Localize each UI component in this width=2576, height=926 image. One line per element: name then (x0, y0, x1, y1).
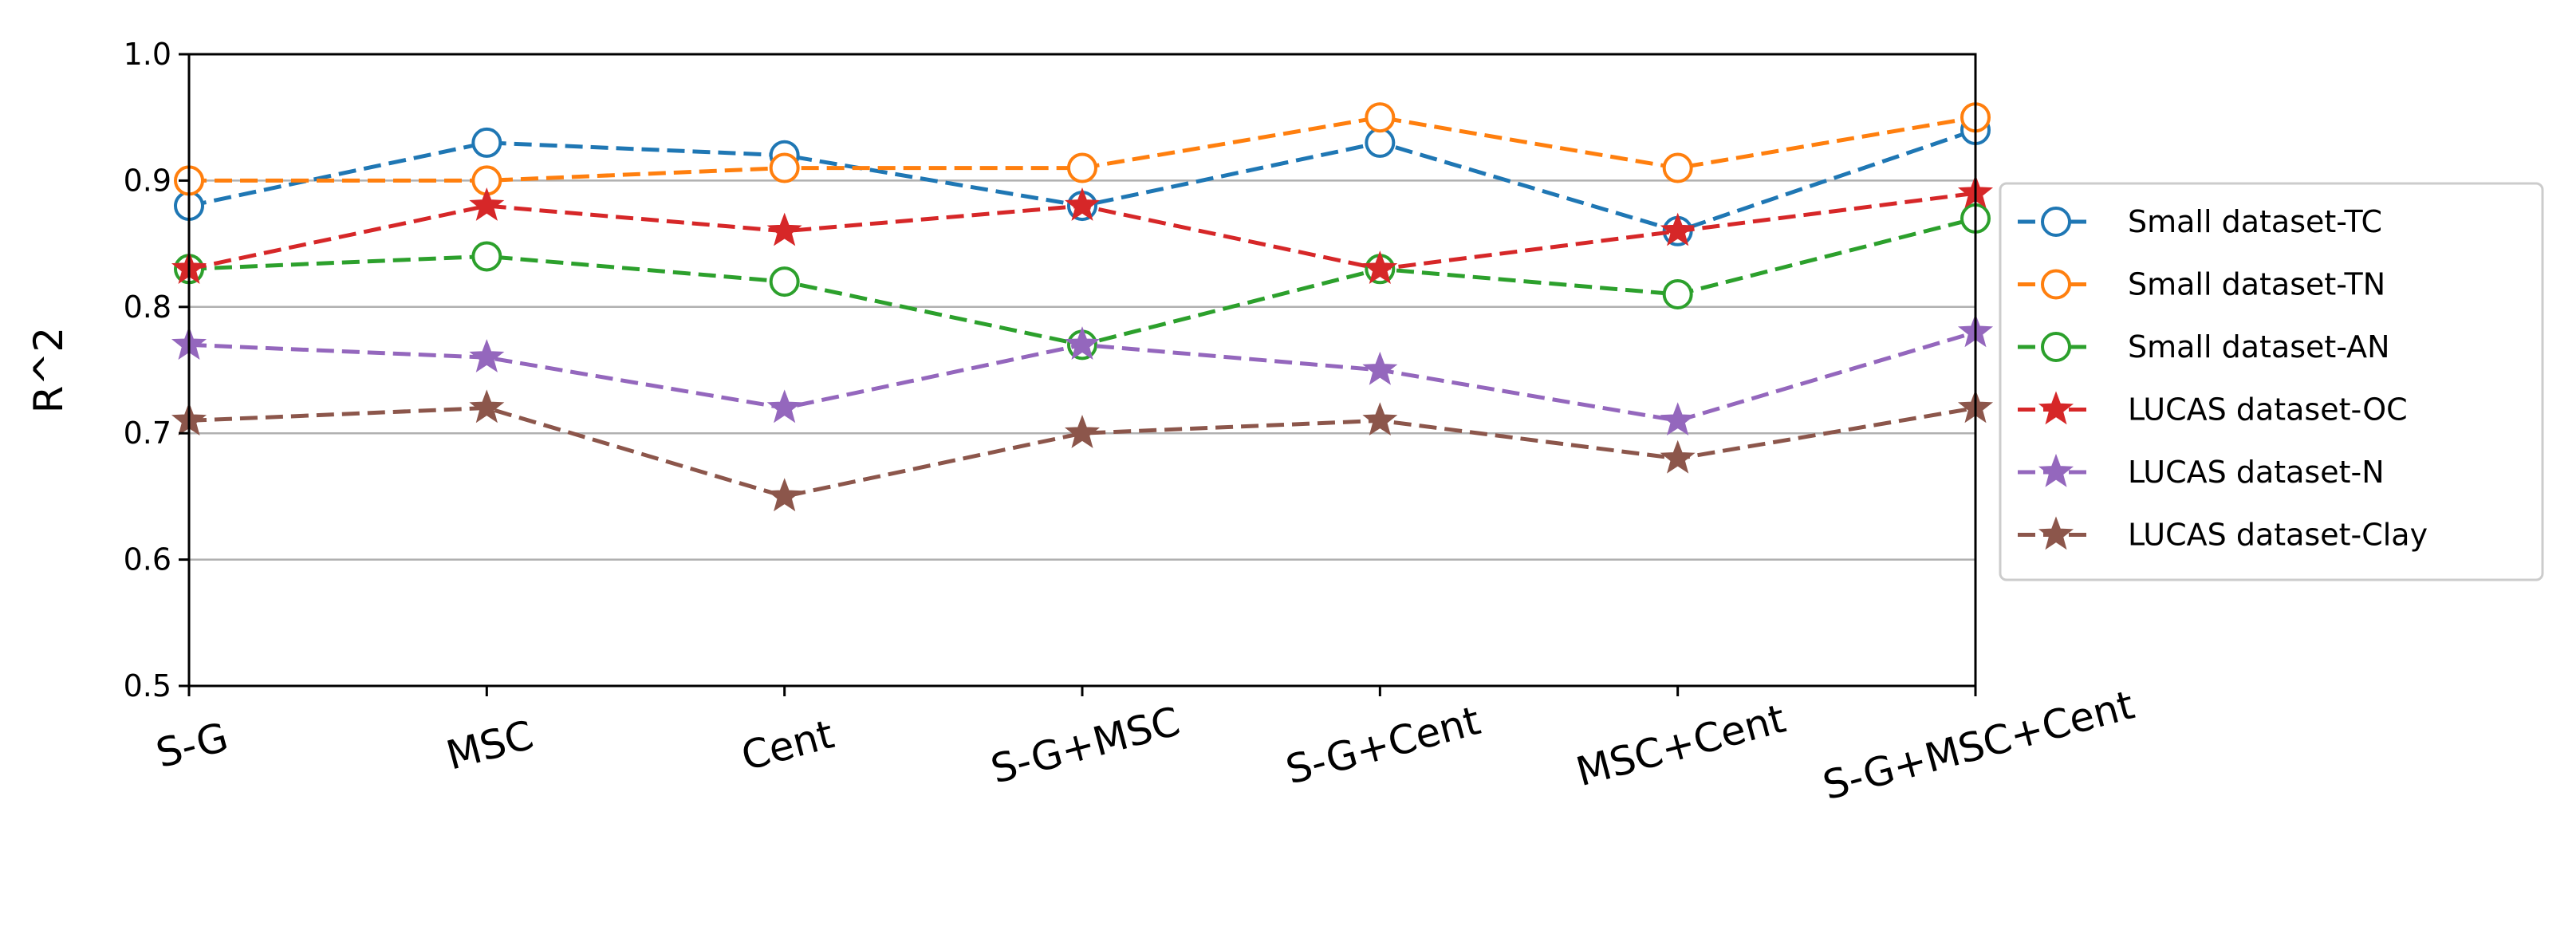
x-tick-label: S-G+MSC+Cent (1818, 682, 2139, 810)
legend-marker (2041, 269, 2071, 300)
y-tick-label: 0.5 (124, 668, 171, 703)
y-tick-label: 0.7 (124, 416, 171, 451)
y-axis: 0.5 0.6 0.7 0.8 0.9 1.0 (124, 37, 189, 703)
legend-entry: LUCAS dataset-N (2018, 453, 2385, 490)
series-line (188, 216, 1976, 347)
y-tick-label: 0.8 (124, 290, 171, 325)
data-point (1365, 102, 1396, 133)
data-point (1064, 326, 1101, 361)
data-point (1064, 187, 1101, 221)
x-tick-label: Cent (737, 711, 839, 779)
x-tick-label: MSC+Cent (1571, 695, 1790, 796)
legend-marker (2038, 453, 2074, 487)
legend-box (1999, 182, 2544, 581)
x-tick-label: S-G (152, 714, 233, 777)
data-point (1067, 152, 1097, 183)
legend-label: Small dataset-TC (2128, 204, 2382, 239)
x-tick-label: MSC (442, 711, 538, 778)
legend-marker (2041, 332, 2071, 362)
data-point (469, 389, 505, 424)
y-tick-label: 0.6 (124, 542, 171, 577)
data-point (1662, 152, 1693, 183)
data-point (766, 478, 802, 512)
series-lucas-dataset-oc (171, 175, 1994, 285)
data-point (1362, 351, 1398, 385)
legend-entry: Small dataset-TC (2018, 204, 2382, 239)
data-point (769, 152, 800, 183)
legend: Small dataset-TC Small dataset-TN Small da… (1999, 182, 2544, 581)
x-axis: S-G MSC Cent S-G+MSC S-G+Cent MSC+Cent S-G+MSC… (152, 682, 2139, 810)
x-tick-label: S-G+Cent (1281, 697, 1485, 794)
data-point (766, 389, 802, 424)
x-tick-label: S-G+MSC (986, 698, 1184, 793)
legend-entry: LUCAS dataset-Clay (2018, 516, 2428, 553)
data-point (1660, 439, 1696, 474)
data-point (1365, 127, 1396, 158)
legend-label: Small dataset-AN (2128, 329, 2390, 364)
plot-frame (187, 53, 1977, 688)
data-point (766, 212, 802, 246)
data-point (471, 241, 502, 272)
data-point (1660, 402, 1696, 436)
data-point (1660, 212, 1696, 246)
legend-label: LUCAS dataset-Clay (2128, 518, 2428, 553)
legend-label: Small dataset-TN (2128, 267, 2385, 302)
legend-label: LUCAS dataset-OC (2128, 392, 2408, 428)
legend-label: LUCAS dataset-N (2128, 455, 2385, 490)
data-point (769, 266, 800, 298)
legend-entry: Small dataset-TN (2018, 267, 2385, 302)
y-tick-label: 0.9 (124, 163, 171, 198)
legend-marker (2038, 391, 2074, 425)
data-point (1662, 278, 1693, 309)
grid-lines (189, 179, 1975, 561)
data-point (469, 187, 505, 221)
data-point (1362, 402, 1398, 436)
legend-entry: Small dataset-AN (2018, 329, 2390, 364)
y-tick-label: 1.0 (124, 37, 171, 72)
legend-marker (2041, 207, 2071, 237)
data-point (1064, 415, 1101, 448)
legend-marker (2038, 516, 2074, 550)
data-point (469, 339, 505, 372)
y-axis-label: R^2 (26, 327, 72, 413)
data-point (471, 127, 502, 158)
legend-entry: LUCAS dataset-OC (2018, 391, 2408, 428)
data-point (1362, 250, 1398, 285)
